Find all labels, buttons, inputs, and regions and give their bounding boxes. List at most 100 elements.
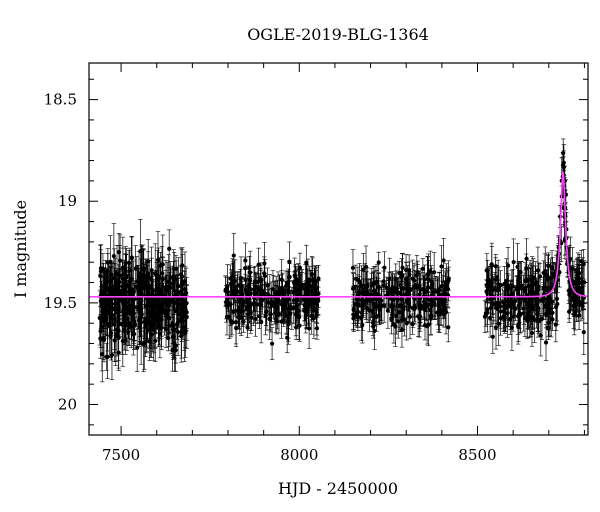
data-point <box>422 323 428 328</box>
data-point <box>555 301 560 307</box>
data-point <box>428 316 434 321</box>
data-point <box>165 284 170 290</box>
data-point <box>571 296 577 301</box>
data-point <box>400 265 405 270</box>
data-point <box>274 319 279 324</box>
data-point <box>228 318 234 323</box>
data-point <box>574 299 579 305</box>
data-point <box>381 279 386 284</box>
data-point <box>111 253 116 259</box>
data-point <box>372 328 377 333</box>
data-point <box>267 316 272 322</box>
data-point <box>554 296 560 301</box>
data-point <box>269 301 274 306</box>
data-point <box>374 314 379 319</box>
data-point <box>247 278 253 283</box>
data-point <box>550 317 555 322</box>
data-point <box>102 291 107 297</box>
data-point <box>233 284 238 289</box>
data-point <box>107 300 113 305</box>
data-point <box>142 341 147 346</box>
data-point <box>122 327 127 332</box>
data-point <box>138 249 143 254</box>
data-point <box>295 302 300 307</box>
data-point <box>399 297 404 302</box>
data-point <box>483 311 488 316</box>
data-point <box>493 277 498 282</box>
data-point <box>359 284 364 289</box>
data-point <box>282 305 287 310</box>
data-point <box>417 286 423 291</box>
data-point <box>167 246 172 251</box>
data-point <box>237 283 242 288</box>
data-point <box>223 288 228 294</box>
data-point <box>490 334 495 339</box>
data-point <box>115 306 120 311</box>
data-point <box>511 259 516 265</box>
data-point <box>446 325 451 330</box>
data-point <box>297 265 303 270</box>
data-point <box>243 258 248 263</box>
data-point <box>437 287 442 293</box>
data-point <box>314 310 319 315</box>
data-point <box>120 338 125 344</box>
data-point <box>127 289 132 294</box>
data-point <box>121 311 126 316</box>
data-point <box>491 301 496 306</box>
data-point <box>284 313 289 318</box>
data-point <box>530 306 535 311</box>
data-point <box>280 298 285 303</box>
data-point <box>399 327 405 332</box>
data-point <box>265 283 270 288</box>
data-point <box>170 321 175 326</box>
data-point <box>492 287 498 292</box>
data-point <box>142 282 147 287</box>
data-point <box>488 315 493 321</box>
data-point <box>287 259 292 264</box>
data-point <box>112 290 117 295</box>
data-point <box>382 303 387 308</box>
data-point <box>536 287 541 293</box>
data-point <box>246 284 251 289</box>
data-point <box>403 276 409 282</box>
data-point <box>155 257 161 263</box>
data-point <box>576 313 582 318</box>
data-point <box>291 305 296 310</box>
data-point <box>541 286 546 291</box>
data-point <box>424 304 429 309</box>
data-point <box>253 316 258 321</box>
data-point <box>436 309 441 314</box>
data-point <box>355 277 360 283</box>
data-point <box>148 323 153 329</box>
data-point <box>257 287 262 292</box>
data-point <box>262 261 267 266</box>
data-point <box>224 303 229 308</box>
data-point <box>231 309 236 314</box>
data-point <box>173 289 178 294</box>
data-point <box>371 301 376 307</box>
data-point <box>236 308 241 314</box>
data-point <box>182 292 187 297</box>
data-point <box>159 310 164 315</box>
data-point <box>171 327 176 332</box>
data-point <box>493 305 499 311</box>
data-point <box>124 317 129 322</box>
data-point <box>579 259 584 264</box>
data-point <box>240 292 245 297</box>
data-point <box>430 282 435 287</box>
data-point <box>535 317 541 322</box>
data-point <box>394 286 399 291</box>
data-point <box>285 335 290 340</box>
data-point <box>493 264 498 269</box>
data-point <box>256 262 261 267</box>
data-point <box>307 326 312 331</box>
data-point <box>439 264 444 269</box>
data-point <box>352 302 358 307</box>
data-point <box>535 268 541 273</box>
data-point <box>97 315 102 321</box>
data-point <box>496 281 501 287</box>
data-point <box>285 298 290 303</box>
data-point <box>113 280 119 285</box>
data-point <box>140 278 146 283</box>
data-point <box>360 322 365 327</box>
